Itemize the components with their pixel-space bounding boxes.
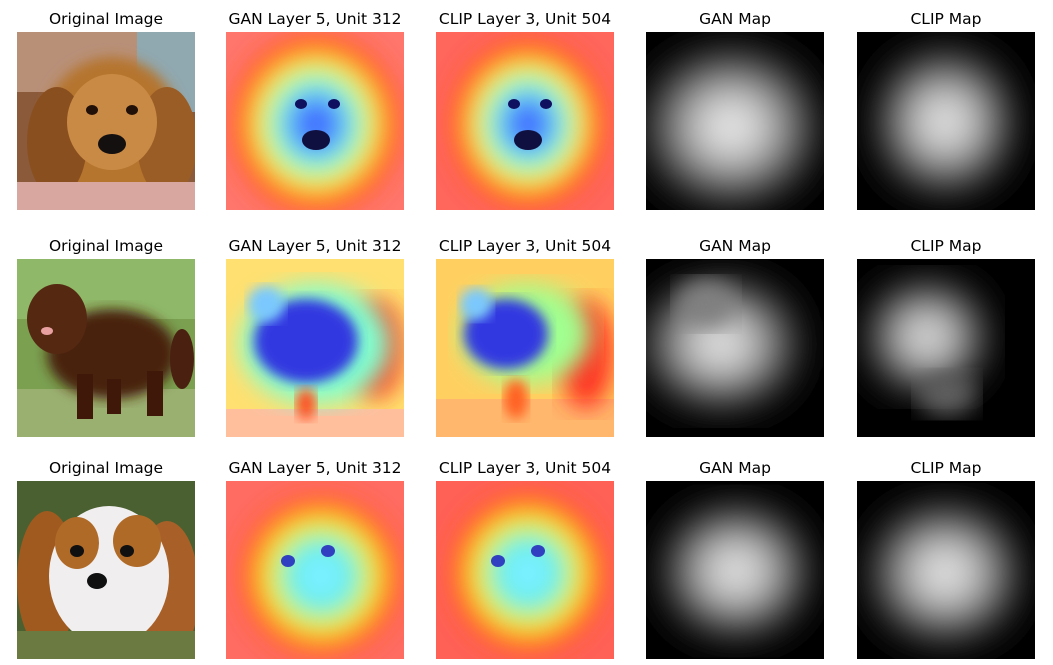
panel-title: CLIP Layer 3, Unit 504 bbox=[438, 459, 612, 477]
gan-activation-map bbox=[646, 259, 824, 437]
gan-activation-map bbox=[646, 32, 824, 210]
original-image-spaniel bbox=[17, 32, 195, 210]
gan-heatmap-overlay bbox=[226, 32, 404, 210]
panel-title: GAN Layer 5, Unit 312 bbox=[228, 459, 402, 477]
panel-title: GAN Layer 5, Unit 312 bbox=[228, 237, 402, 255]
panel-title: Original Image bbox=[48, 237, 164, 255]
panel-title: CLIP Map bbox=[910, 10, 982, 28]
gan-activation-map bbox=[646, 481, 824, 659]
clip-heatmap-overlay bbox=[436, 259, 614, 437]
clip-heatmap-overlay bbox=[436, 481, 614, 659]
panel-title: GAN Map bbox=[699, 459, 771, 477]
gan-heatmap-overlay bbox=[226, 259, 404, 437]
panel-title: CLIP Layer 3, Unit 504 bbox=[438, 237, 612, 255]
original-image-cavalier bbox=[17, 481, 195, 659]
clip-activation-map bbox=[857, 481, 1035, 659]
panel-title: CLIP Map bbox=[910, 237, 982, 255]
panel-title: CLIP Map bbox=[910, 459, 982, 477]
gan-heatmap-overlay bbox=[226, 481, 404, 659]
panel-title: Original Image bbox=[48, 459, 164, 477]
clip-activation-map bbox=[857, 32, 1035, 210]
original-image-poodle bbox=[17, 259, 195, 437]
panel-title: CLIP Layer 3, Unit 504 bbox=[438, 10, 612, 28]
clip-heatmap-overlay bbox=[436, 32, 614, 210]
panel-title: GAN Map bbox=[699, 237, 771, 255]
panel-title: GAN Layer 5, Unit 312 bbox=[228, 10, 402, 28]
panel-title: Original Image bbox=[48, 10, 164, 28]
clip-activation-map bbox=[857, 259, 1035, 437]
panel-title: GAN Map bbox=[699, 10, 771, 28]
